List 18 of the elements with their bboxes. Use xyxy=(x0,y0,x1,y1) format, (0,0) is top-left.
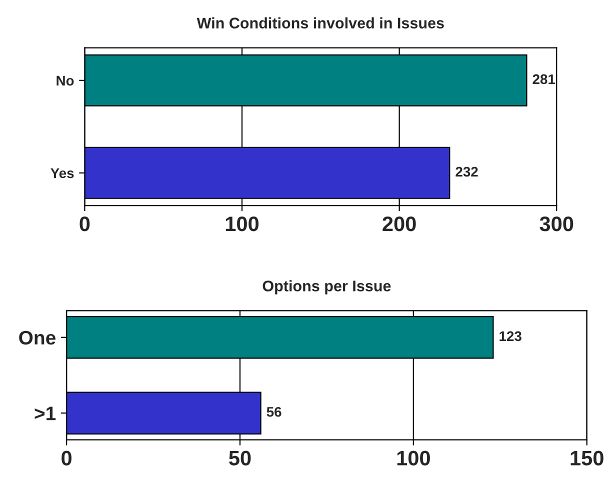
x-tick-label: 100 xyxy=(226,216,259,232)
chart-title: Options per Issue xyxy=(262,280,391,294)
y-tick-label: Yes xyxy=(50,168,74,178)
x-tick-label: 150 xyxy=(570,450,604,466)
data-label: 56 xyxy=(266,406,282,417)
data-label: 281 xyxy=(532,74,556,84)
x-tick-label: 0 xyxy=(80,216,90,232)
y-tick-label: >1 xyxy=(34,406,56,420)
chart-title: Win Conditions involved in Issues xyxy=(196,17,444,29)
x-tick-label: 100 xyxy=(397,450,430,466)
data-label: 232 xyxy=(456,166,478,177)
y-tick-label: No xyxy=(56,76,74,86)
y-tick-label: One xyxy=(19,330,56,345)
data-label: 123 xyxy=(500,331,522,342)
x-tick-label: 0 xyxy=(62,450,72,466)
x-tick-label: 50 xyxy=(229,450,251,466)
x-tick-label: 200 xyxy=(382,216,416,232)
x-tick-label: 300 xyxy=(540,216,574,232)
